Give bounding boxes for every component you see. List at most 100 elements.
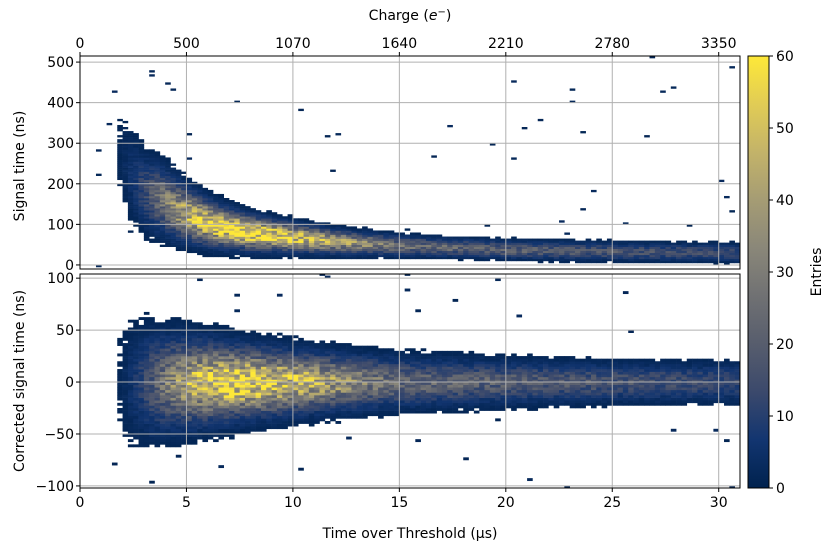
top-histogram-cell bbox=[255, 214, 262, 217]
top-histogram-cell bbox=[463, 246, 469, 250]
bottom-histogram-cell bbox=[351, 413, 358, 417]
top-histogram-cell bbox=[250, 242, 256, 245]
top-histogram-cell bbox=[383, 246, 390, 250]
bottom-histogram-cell bbox=[388, 384, 395, 388]
bottom-histogram-cell bbox=[207, 371, 214, 375]
bottom-histogram-cell bbox=[159, 428, 166, 432]
top-histogram-cell bbox=[122, 155, 129, 158]
top-histogram-cell bbox=[117, 139, 123, 142]
bottom-histogram-cell bbox=[143, 361, 150, 365]
top-histogram-cell bbox=[372, 236, 379, 239]
top-histogram-cell bbox=[410, 256, 416, 260]
bottom-histogram-cell bbox=[170, 439, 177, 443]
top-histogram-cell bbox=[292, 236, 299, 239]
bottom-histogram-cell bbox=[463, 369, 469, 372]
top-histogram-cell bbox=[154, 155, 161, 158]
bottom-histogram-cell bbox=[245, 335, 251, 339]
bottom-histogram-cell bbox=[234, 358, 240, 362]
top-histogram-cell bbox=[122, 165, 129, 168]
bottom-histogram-cell bbox=[500, 405, 507, 409]
bottom-histogram-cell bbox=[548, 371, 555, 375]
bottom-histogram-cell bbox=[431, 374, 437, 378]
bottom-histogram-cell bbox=[489, 356, 496, 359]
top-histogram-cell bbox=[606, 256, 613, 260]
top-histogram-cell bbox=[149, 177, 155, 181]
bottom-histogram-cell bbox=[489, 408, 496, 411]
top-histogram-cell bbox=[138, 175, 145, 179]
bottom-histogram-cell bbox=[287, 343, 294, 346]
top-histogram-cell bbox=[724, 262, 730, 266]
top-histogram-cell bbox=[266, 242, 272, 245]
top-histogram-cell bbox=[170, 185, 177, 189]
bottom-histogram-cell bbox=[468, 397, 475, 401]
bottom-histogram-cell bbox=[303, 374, 310, 378]
top-histogram-cell bbox=[223, 252, 230, 256]
bottom-histogram-cell bbox=[367, 379, 374, 383]
bottom-histogram-cell bbox=[143, 319, 150, 323]
bottom-histogram-cell bbox=[383, 350, 390, 354]
bottom-histogram-cell bbox=[287, 405, 294, 409]
top-histogram-cell bbox=[197, 183, 203, 187]
top-histogram-cell bbox=[628, 254, 634, 258]
bottom-histogram-cell bbox=[207, 436, 214, 440]
bottom-histogram-cell bbox=[527, 363, 533, 367]
bottom-histogram-cell bbox=[399, 387, 405, 391]
top-histogram-cell bbox=[266, 232, 272, 235]
bottom-histogram-cell bbox=[394, 363, 400, 367]
top-histogram-cell bbox=[191, 244, 198, 247]
top-histogram-cell bbox=[276, 234, 283, 237]
top-histogram-cell bbox=[346, 230, 352, 233]
top-histogram-cell bbox=[191, 224, 198, 227]
bottom-histogram-cell bbox=[170, 350, 177, 354]
bottom-histogram-cell bbox=[292, 384, 299, 388]
bottom-histogram-cell bbox=[159, 441, 166, 445]
top-y-tick-label: 300 bbox=[47, 136, 74, 152]
top-histogram-cell bbox=[170, 191, 177, 195]
bottom-histogram-cell bbox=[394, 413, 400, 417]
bottom-histogram-cell bbox=[287, 392, 294, 396]
top-histogram-cell bbox=[229, 246, 235, 250]
bottom-histogram-cell bbox=[186, 337, 193, 341]
top-histogram-cell bbox=[308, 246, 315, 250]
bottom-histogram-cell bbox=[378, 415, 384, 419]
bottom-histogram-cell bbox=[505, 366, 512, 370]
top-histogram-cell bbox=[425, 236, 432, 239]
bottom-histogram-cell bbox=[452, 358, 459, 362]
top-histogram-cell bbox=[335, 256, 342, 260]
bottom-histogram-cell bbox=[175, 405, 182, 409]
top-histogram-cell bbox=[516, 250, 523, 254]
bottom-histogram-cell bbox=[415, 382, 421, 385]
top-histogram-cell bbox=[133, 198, 139, 201]
top-histogram-cell bbox=[399, 256, 405, 260]
bottom-histogram-cell bbox=[181, 405, 187, 409]
top-histogram-cell bbox=[276, 222, 283, 225]
bottom-histogram-cell bbox=[356, 415, 363, 419]
bottom-histogram-cell bbox=[234, 361, 240, 365]
bottom-histogram-cell bbox=[122, 379, 129, 383]
bottom-histogram-cell bbox=[335, 366, 342, 370]
top-histogram-cell bbox=[394, 234, 400, 237]
bottom-histogram-cell bbox=[346, 389, 352, 393]
top-histogram-cell bbox=[734, 252, 740, 256]
top-histogram-cell bbox=[143, 216, 150, 219]
top-histogram-cell bbox=[159, 244, 166, 247]
bottom-histogram-cell bbox=[223, 426, 230, 430]
bottom-histogram-cell bbox=[255, 340, 262, 344]
bottom-histogram-cell bbox=[335, 400, 342, 404]
bottom-histogram-cell bbox=[191, 382, 198, 385]
bottom-histogram-cell bbox=[500, 353, 507, 357]
top-histogram-cell bbox=[154, 187, 161, 191]
bottom-histogram-cell bbox=[298, 345, 304, 349]
bottom-histogram-cell bbox=[308, 384, 315, 388]
bottom-histogram-cell bbox=[186, 324, 193, 328]
top-histogram-cell bbox=[165, 181, 171, 185]
top-histogram-cell bbox=[585, 238, 592, 241]
bottom-histogram-cell bbox=[436, 376, 443, 380]
bottom-histogram-cell bbox=[133, 433, 139, 437]
bottom-histogram-cell bbox=[202, 374, 209, 378]
bottom-histogram-cell bbox=[383, 371, 390, 375]
top-histogram-cell bbox=[601, 248, 608, 252]
top-histogram-cell bbox=[511, 80, 517, 83]
top-histogram-cell bbox=[335, 240, 342, 243]
bottom-histogram-cell bbox=[431, 405, 437, 409]
